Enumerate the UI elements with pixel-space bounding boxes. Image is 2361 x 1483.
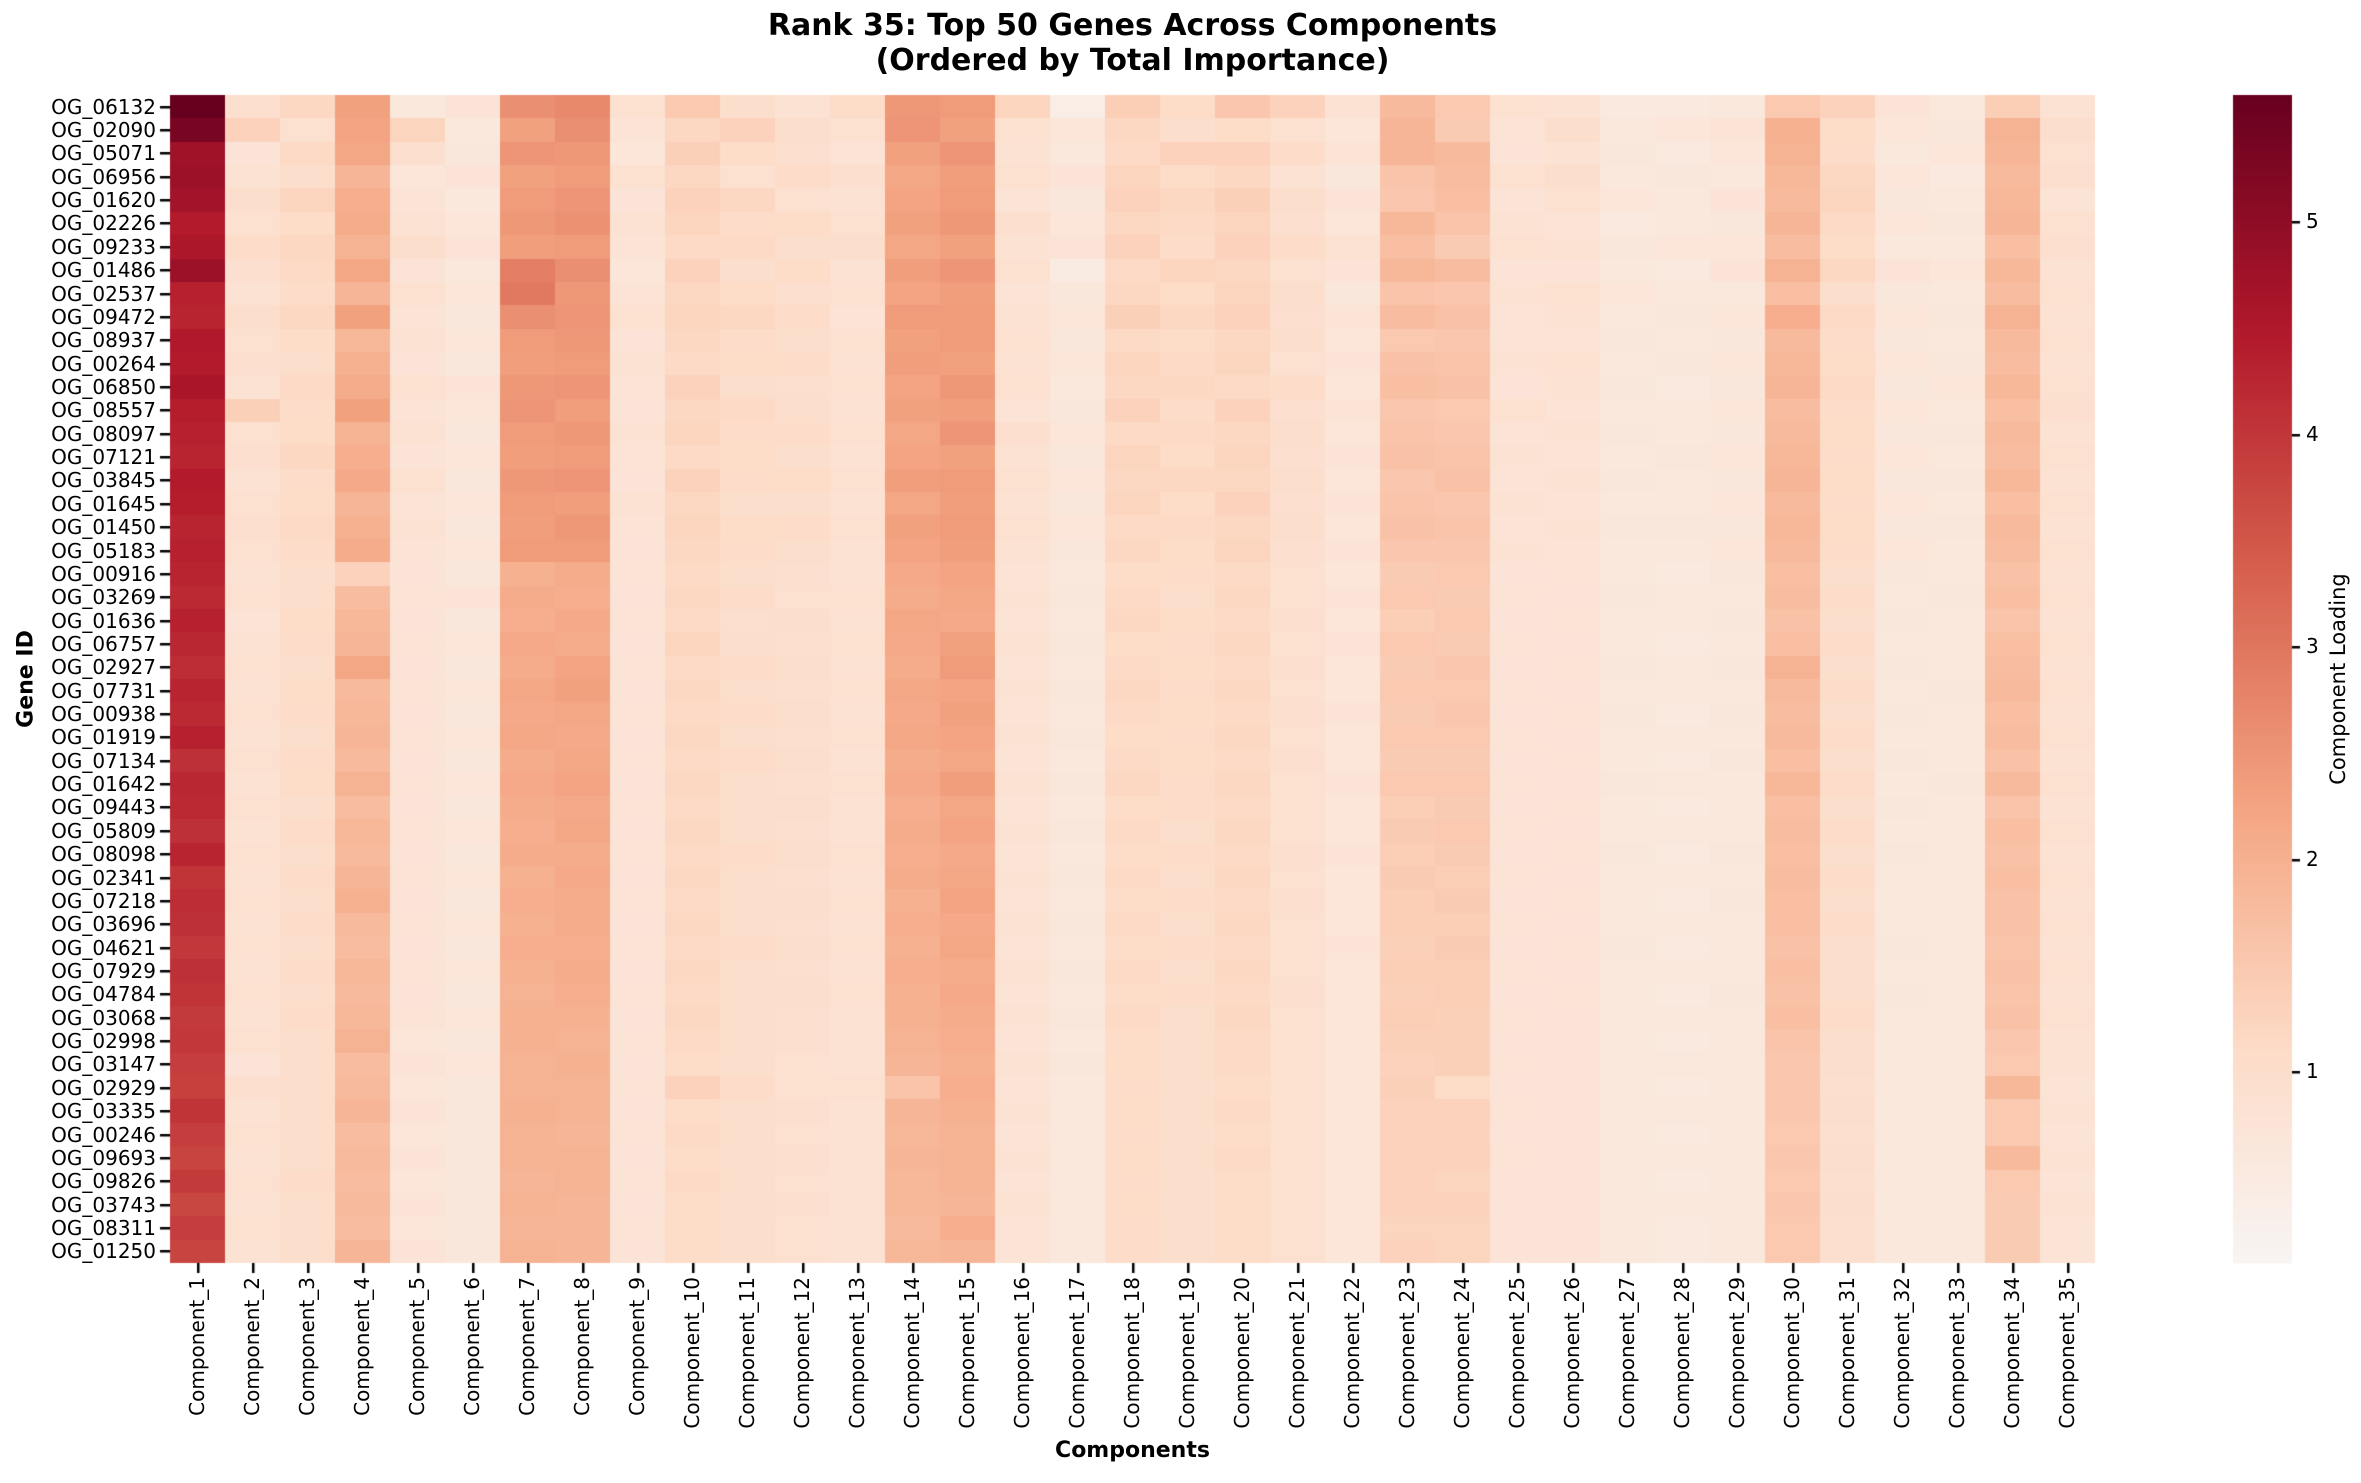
x-tick-label: Component_29 xyxy=(1724,1277,1749,1429)
chart-title-line2: (Ordered by Total Importance) xyxy=(875,43,1390,79)
y-tick-label: OG_03147 xyxy=(51,1052,156,1077)
x-tick-label: Component_12 xyxy=(789,1277,814,1429)
y-tick-label: OG_03335 xyxy=(51,1099,156,1124)
x-tick-label: Component_19 xyxy=(1174,1277,1199,1429)
x-tick-label: Component_35 xyxy=(2054,1277,2079,1429)
y-tick-label: OG_09693 xyxy=(51,1145,156,1170)
x-tick-label: Component_3 xyxy=(294,1277,319,1416)
y-tick-label: OG_08097 xyxy=(51,421,156,446)
y-tick-label: OG_02998 xyxy=(51,1029,156,1054)
y-tick-label: OG_02927 xyxy=(51,655,156,680)
y-tick-label: OG_07218 xyxy=(51,888,156,913)
y-tick-label: OG_00916 xyxy=(51,561,156,586)
y-axis-title: Gene ID xyxy=(13,630,39,728)
y-tick-label: OG_03845 xyxy=(51,468,156,493)
x-tick-label: Component_21 xyxy=(1284,1277,1309,1429)
x-tick-label: Component_15 xyxy=(954,1277,979,1429)
y-tick-label: OG_03269 xyxy=(51,585,156,610)
x-tick-label: Component_33 xyxy=(1944,1277,1969,1429)
x-tick-label: Component_4 xyxy=(349,1277,374,1416)
x-tick-label: Component_18 xyxy=(1119,1277,1144,1429)
x-tick-label: Component_20 xyxy=(1229,1277,1254,1429)
colorbar-title: Component Loading xyxy=(2326,573,2350,785)
y-tick-label: OG_07121 xyxy=(51,445,156,470)
y-tick-label: OG_01250 xyxy=(51,1239,156,1264)
colorbar-tick-label: 2 xyxy=(2306,846,2319,871)
y-tick-label: OG_01450 xyxy=(51,515,156,540)
x-tick-label: Component_34 xyxy=(1999,1277,2024,1429)
x-tick-label: Component_17 xyxy=(1064,1277,1089,1429)
x-tick-label: Component_9 xyxy=(624,1277,649,1416)
y-tick-label: OG_01645 xyxy=(51,491,156,516)
y-tick-label: OG_05183 xyxy=(51,538,156,563)
y-tick-label: OG_02090 xyxy=(51,118,156,143)
x-tick-label: Component_11 xyxy=(734,1277,759,1429)
y-tick-label: OG_06956 xyxy=(51,164,156,189)
x-tick-label: Component_27 xyxy=(1614,1277,1639,1429)
y-tick-label: OG_04784 xyxy=(51,982,156,1007)
y-tick-label: OG_08311 xyxy=(51,1215,156,1240)
x-tick-label: Component_7 xyxy=(514,1277,539,1416)
y-tick-label: OG_01486 xyxy=(51,258,156,283)
y-tick-label: OG_06850 xyxy=(51,375,156,399)
colorbar-tick-label: 5 xyxy=(2306,209,2319,234)
y-tick-label: OG_05809 xyxy=(51,818,156,843)
y-tick-label: OG_04621 xyxy=(51,935,156,960)
x-tick-label: Component_32 xyxy=(1889,1277,1914,1429)
y-tick-label: OG_02226 xyxy=(51,211,156,236)
y-tick-label: OG_09826 xyxy=(51,1169,156,1194)
y-tick-label: OG_07731 xyxy=(51,678,156,703)
x-tick-label: Component_13 xyxy=(844,1277,869,1429)
y-tick-label: OG_01636 xyxy=(51,608,156,633)
y-tick-label: OG_07929 xyxy=(51,959,156,983)
y-tick-label: OG_00246 xyxy=(51,1122,156,1147)
x-tick-label: Component_22 xyxy=(1339,1277,1364,1429)
y-tick-label: OG_08937 xyxy=(51,328,156,353)
y-tick-label: OG_00264 xyxy=(51,351,156,376)
x-tick-label: Component_25 xyxy=(1504,1277,1529,1429)
x-tick-label: Component_23 xyxy=(1394,1277,1419,1429)
y-tick-label: OG_03068 xyxy=(51,1005,156,1030)
y-tick-label: OG_03696 xyxy=(51,912,156,937)
y-tick-label: OG_02341 xyxy=(51,865,156,890)
x-tick-label: Component_6 xyxy=(459,1277,484,1416)
y-tick-label: OG_01642 xyxy=(51,772,156,797)
chart-title-line1: Rank 35: Top 50 Genes Across Components xyxy=(767,8,1498,43)
x-tick-label: Component_8 xyxy=(569,1277,594,1416)
x-axis-title: Components xyxy=(1055,1438,1210,1463)
x-tick-label: Component_2 xyxy=(239,1277,264,1416)
y-tick-label: OG_03743 xyxy=(51,1192,156,1217)
x-tick-label: Component_14 xyxy=(899,1277,924,1429)
y-tick-label: OG_08098 xyxy=(51,842,156,867)
x-tick-label: Component_10 xyxy=(679,1277,704,1429)
colorbar-tick-label: 3 xyxy=(2306,634,2319,659)
y-tick-label: OG_07134 xyxy=(51,748,156,773)
x-tick-label: Component_31 xyxy=(1834,1277,1859,1429)
y-tick-label: OG_06132 xyxy=(51,94,156,119)
y-tick-label: OG_01919 xyxy=(51,725,156,750)
x-tick-label: Component_5 xyxy=(404,1277,429,1416)
colorbar-tick-label: 4 xyxy=(2306,421,2319,446)
colorbar-tick-label: 1 xyxy=(2306,1058,2319,1083)
x-tick-label: Component_1 xyxy=(184,1277,209,1416)
x-tick-label: Component_26 xyxy=(1559,1277,1584,1429)
x-tick-label: Component_24 xyxy=(1449,1277,1474,1429)
y-tick-label: OG_01620 xyxy=(51,188,156,213)
y-tick-label: OG_02537 xyxy=(51,281,156,306)
y-tick-label: OG_08557 xyxy=(51,398,156,423)
x-tick-label: Component_30 xyxy=(1779,1277,1804,1429)
chart-title: Rank 35: Top 50 Genes Across Components … xyxy=(170,8,2095,79)
x-tick-label: Component_28 xyxy=(1669,1277,1694,1429)
y-tick-label: OG_02929 xyxy=(51,1075,156,1100)
y-tick-label: OG_05071 xyxy=(51,141,156,166)
y-tick-label: OG_09443 xyxy=(51,795,156,820)
x-tick-label: Component_16 xyxy=(1009,1277,1034,1429)
y-tick-label: OG_09472 xyxy=(51,304,156,329)
y-tick-label: OG_09233 xyxy=(51,234,156,259)
y-tick-label: OG_06757 xyxy=(51,631,156,656)
y-tick-label: OG_00938 xyxy=(51,702,156,727)
